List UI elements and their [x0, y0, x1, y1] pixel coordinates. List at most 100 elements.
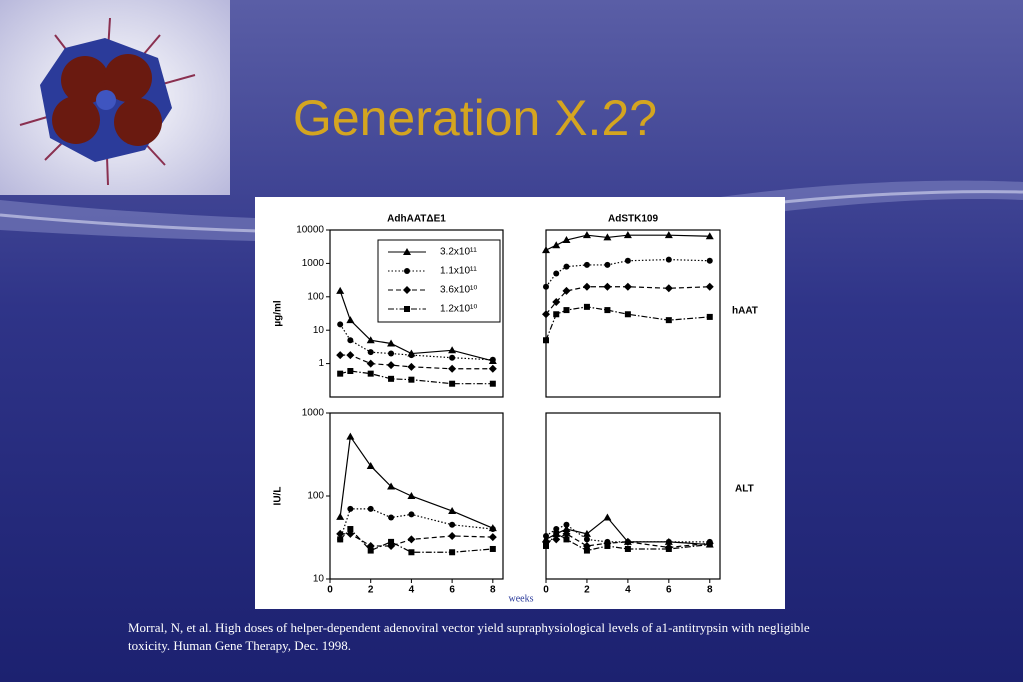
x-tick-label: 4 — [625, 585, 631, 596]
marker — [347, 337, 354, 344]
marker — [562, 286, 571, 295]
x-tick-label: 0 — [543, 585, 549, 596]
marker — [603, 282, 612, 291]
marker — [336, 286, 345, 294]
marker — [366, 336, 375, 344]
virus-icon — [19, 17, 196, 186]
marker — [705, 232, 714, 240]
marker — [563, 521, 570, 528]
marker — [624, 545, 631, 552]
marker — [448, 364, 457, 373]
legend-label: 1.1x10¹¹ — [440, 266, 477, 277]
marker — [665, 317, 672, 324]
marker — [623, 282, 632, 291]
marker — [543, 532, 549, 539]
figure — [255, 197, 785, 609]
marker — [337, 370, 344, 377]
y-axis-label: µg/ml — [273, 300, 284, 327]
marker — [387, 361, 396, 370]
marker — [347, 505, 354, 512]
x-tick-label: 6 — [449, 585, 455, 596]
marker — [347, 526, 354, 533]
marker — [582, 282, 591, 291]
marker — [542, 246, 550, 254]
marker — [387, 482, 396, 490]
marker — [552, 297, 561, 306]
marker — [583, 261, 590, 268]
marker — [336, 529, 345, 538]
marker — [563, 307, 570, 314]
marker — [367, 349, 374, 356]
marker — [346, 351, 355, 360]
marker — [408, 352, 415, 359]
marker — [705, 282, 714, 291]
row-label: ALT — [735, 484, 754, 495]
marker — [336, 351, 345, 360]
marker — [604, 261, 611, 268]
marker — [387, 339, 396, 347]
marker — [543, 337, 549, 344]
marker — [408, 549, 415, 556]
marker — [408, 511, 415, 518]
marker — [623, 231, 632, 239]
marker — [404, 306, 410, 312]
marker — [388, 538, 395, 545]
marker — [388, 514, 395, 521]
marker — [448, 531, 457, 540]
marker — [449, 380, 456, 387]
marker — [488, 364, 497, 373]
plot-frame — [545, 412, 721, 580]
y-tick-label: 10 — [313, 574, 325, 585]
marker — [706, 541, 713, 548]
y-axis-label: IU/L — [273, 487, 284, 506]
x-tick-label: 8 — [490, 585, 496, 596]
marker — [562, 529, 571, 538]
y-tick-label: 100 — [307, 491, 324, 502]
figure-content: hAAT ALT weeks AdhAATΔE1µg/ml10000100010… — [273, 214, 758, 605]
x-tick-label: 2 — [584, 585, 590, 596]
x-axis-label: weeks — [509, 593, 534, 604]
slide-title: Generation X.2? — [293, 90, 657, 146]
y-tick-label: 1000 — [302, 408, 325, 419]
marker — [582, 231, 591, 239]
marker — [665, 256, 672, 263]
marker — [407, 492, 416, 499]
legend-label: 3.2x10¹¹ — [440, 247, 477, 258]
caption: Morral, N, et al. High doses of helper-d… — [128, 620, 810, 635]
marker — [603, 233, 612, 241]
x-tick-label: 0 — [327, 585, 333, 596]
marker — [553, 270, 560, 277]
row-label: hAAT — [732, 306, 758, 317]
marker — [449, 549, 456, 556]
marker — [346, 432, 355, 440]
marker — [346, 316, 355, 324]
marker — [407, 535, 416, 544]
y-tick-label: 1000 — [302, 258, 325, 269]
marker — [489, 545, 496, 552]
marker — [553, 526, 560, 533]
marker — [583, 536, 590, 543]
y-tick-label: 100 — [307, 291, 324, 302]
x-tick-label: 6 — [666, 585, 672, 596]
marker — [562, 236, 571, 244]
marker — [604, 307, 611, 314]
legend-label: 1.2x10¹⁰ — [440, 304, 477, 315]
marker — [543, 283, 549, 290]
marker — [336, 512, 345, 520]
marker — [366, 359, 375, 368]
marker — [582, 529, 591, 537]
marker — [624, 311, 631, 318]
marker — [347, 368, 354, 375]
marker — [367, 547, 374, 554]
marker — [403, 286, 411, 294]
marker — [553, 311, 560, 318]
x-tick-label: 2 — [368, 585, 374, 596]
marker — [388, 375, 395, 382]
marker — [562, 525, 571, 533]
marker — [448, 506, 457, 514]
marker — [603, 513, 612, 521]
y-tick-label: 10 — [313, 325, 325, 336]
marker — [604, 542, 611, 549]
